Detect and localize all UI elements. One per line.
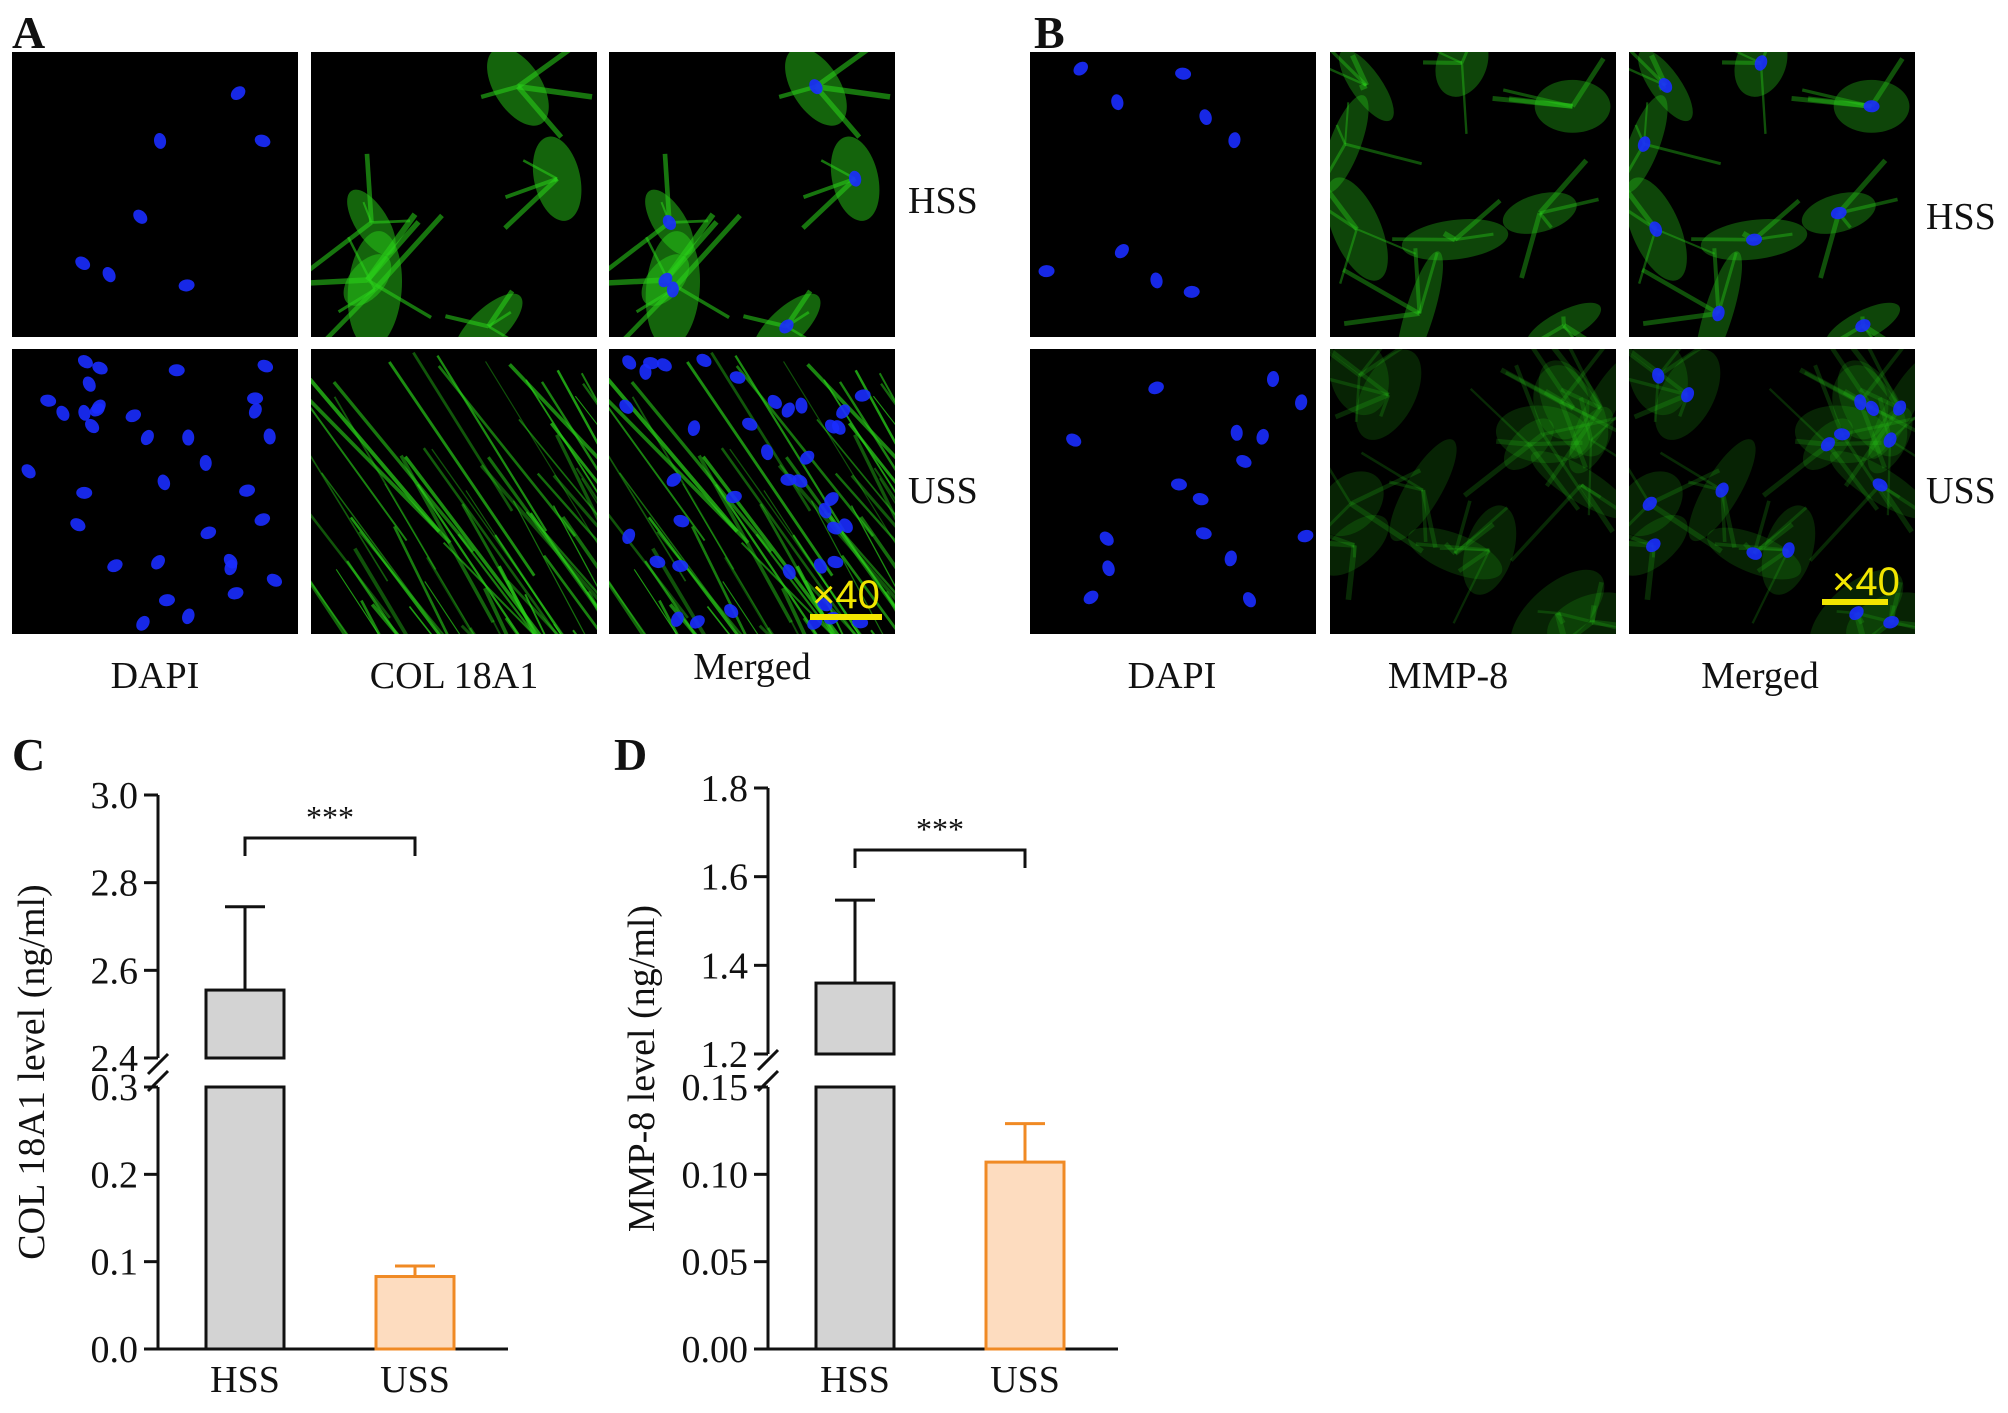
significance-bracket [243,836,417,856]
y-axis-label: MMP-8 level (ng/ml) [621,905,663,1232]
bar-hss-upper [204,988,286,1060]
micrograph-a-merged-uss [609,349,895,634]
col-label-a-dapi: DAPI [110,655,200,697]
panel-letter-c: C [12,729,46,780]
y-tick-label: 3.0 [91,775,139,817]
bar-hss-lower [814,1085,896,1351]
micrograph-b-dapi-uss [1030,349,1316,634]
y-tick-label: 0.10 [682,1154,749,1196]
y-tick-label: 1.6 [701,857,749,899]
y-tick-label: 1.2 [701,1034,749,1076]
row-label-b-uss: USS [1926,470,1996,512]
axis-break-mark [146,1052,170,1076]
bar-hss-upper [814,981,896,1056]
micrograph-a-merged-hss [609,52,895,337]
panel-letter-d: D [614,729,648,780]
micrograph-b-mmp8-hss [1330,52,1616,337]
scale-label-b: ×40 [1832,560,1900,604]
y-tick-label: 0.15 [682,1067,749,1109]
y-tick-label: 0.05 [682,1242,749,1284]
bar-hss-lower [204,1085,286,1351]
row-label-a-uss: USS [908,470,978,512]
y-axis-label: COL 18A1 level (ng/ml) [11,884,53,1259]
chart-d: 0.00 0.05 0.10 0.151.2 1.4 1.6 1.8 HSS USS *** MMP… [621,768,1118,1401]
row-label-b-hss: HSS [1926,196,1996,238]
y-tick-label: 0.1 [91,1242,139,1284]
x-tick-label: HSS [210,1359,280,1401]
panel-letter-a: A [12,7,46,58]
axis-break-mark [756,1048,780,1072]
bar-uss [984,1160,1066,1351]
y-tick-label: 0.0 [91,1329,139,1371]
chart-c: 0.0 0.1 0.2 0.32.4 2.6 2.8 3.0 HSS USS *** COL 18A… [11,775,508,1401]
y-tick-label: 2.6 [91,950,139,992]
significance-label: *** [916,811,964,847]
scale-bar-a [810,614,882,620]
significance-label: *** [306,799,354,835]
col-label-b-dapi: DAPI [1127,655,1217,697]
micrograph-b-dapi-hss [1030,52,1316,337]
significance-bracket [853,848,1027,868]
x-tick-label: USS [990,1359,1060,1401]
y-tick-label: 2.8 [91,863,139,905]
scale-bar-b [1822,599,1888,605]
micrograph-b-merged-uss [1629,349,1915,634]
x-tick-label: USS [380,1359,450,1401]
col-label-a-col18a1: COL 18A1 [369,655,539,697]
bar-uss [374,1275,456,1351]
y-tick-label: 1.4 [701,945,749,987]
micrograph-a-col18a1-hss [311,52,597,337]
y-tick-label: 1.8 [701,768,749,810]
y-tick-label: 0.2 [91,1154,139,1196]
row-label-a-hss: HSS [908,180,978,222]
col-label-b-mmp8: MMP-8 [1387,655,1509,697]
micrograph-a-dapi-uss [12,349,298,634]
y-tick-label: 2.4 [91,1038,139,1080]
micrograph-b-merged-hss [1629,52,1915,337]
micrograph-b-mmp8-uss [1330,349,1616,634]
scale-label-a: ×40 [812,573,880,617]
y-tick-label: 0.3 [91,1067,139,1109]
y-tick-label: 0.00 [682,1329,749,1371]
col-label-a-merged: Merged [693,646,811,688]
micrograph-a-col18a1-uss [311,349,597,634]
x-tick-label: HSS [820,1359,890,1401]
panel-letter-b: B [1034,7,1065,58]
col-label-b-merged: Merged [1701,655,1819,697]
micrograph-a-dapi-hss [12,52,298,337]
